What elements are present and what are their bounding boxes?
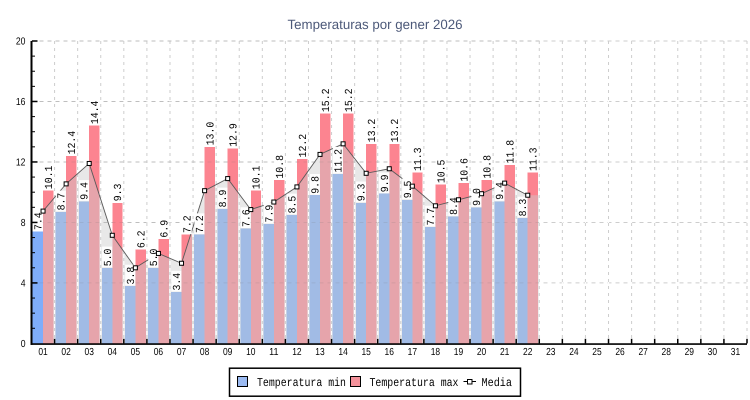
svg-text:02: 02 xyxy=(61,347,71,358)
svg-text:15.2: 15.2 xyxy=(344,88,356,112)
svg-text:9.4: 9.4 xyxy=(80,182,92,200)
svg-text:4: 4 xyxy=(21,279,26,290)
svg-text:01: 01 xyxy=(38,347,48,358)
svg-text:23: 23 xyxy=(546,347,556,358)
svg-text:3.8: 3.8 xyxy=(126,267,138,285)
svg-text:8.5: 8.5 xyxy=(287,196,299,214)
svg-text:16: 16 xyxy=(385,347,395,358)
svg-text:9.0: 9.0 xyxy=(472,188,484,206)
svg-text:9.3: 9.3 xyxy=(357,184,369,202)
svg-text:09: 09 xyxy=(223,347,233,358)
svg-text:21: 21 xyxy=(500,347,510,358)
svg-text:Temperatura min: Temperatura min xyxy=(257,376,346,390)
svg-text:08: 08 xyxy=(200,347,210,358)
svg-text:30: 30 xyxy=(708,347,718,358)
svg-text:0: 0 xyxy=(21,339,26,350)
svg-text:3.4: 3.4 xyxy=(172,273,184,291)
svg-text:7.6: 7.6 xyxy=(241,209,253,227)
svg-text:13.0: 13.0 xyxy=(206,122,218,146)
svg-text:15: 15 xyxy=(361,347,371,358)
svg-text:10.8: 10.8 xyxy=(275,155,287,179)
svg-text:14.4: 14.4 xyxy=(90,101,102,125)
svg-text:26: 26 xyxy=(615,347,625,358)
svg-text:7.4: 7.4 xyxy=(34,212,46,230)
svg-text:10: 10 xyxy=(246,347,256,358)
svg-text:6.2: 6.2 xyxy=(136,230,148,248)
svg-text:7.2: 7.2 xyxy=(195,215,207,233)
svg-text:12: 12 xyxy=(292,347,302,358)
svg-text:03: 03 xyxy=(85,347,95,358)
svg-text:11.3: 11.3 xyxy=(413,147,425,171)
svg-text:11.3: 11.3 xyxy=(529,147,541,171)
svg-text:05: 05 xyxy=(131,347,141,358)
svg-text:18: 18 xyxy=(431,347,441,358)
svg-text:Media: Media xyxy=(482,376,513,390)
svg-text:27: 27 xyxy=(638,347,648,358)
svg-text:9.5: 9.5 xyxy=(403,181,415,199)
svg-text:8.3: 8.3 xyxy=(518,199,530,217)
svg-text:8: 8 xyxy=(21,218,26,229)
svg-text:31: 31 xyxy=(731,347,741,358)
svg-text:6.9: 6.9 xyxy=(159,220,171,238)
svg-text:06: 06 xyxy=(154,347,164,358)
svg-text:14: 14 xyxy=(338,347,348,358)
svg-text:7.9: 7.9 xyxy=(264,205,276,223)
svg-text:12: 12 xyxy=(16,158,26,169)
svg-text:Temperaturas por gener 2026: Temperaturas por gener 2026 xyxy=(288,17,463,32)
svg-text:5.0: 5.0 xyxy=(103,249,115,267)
svg-text:11: 11 xyxy=(269,347,279,358)
svg-text:9.9: 9.9 xyxy=(380,175,392,193)
svg-text:13.2: 13.2 xyxy=(390,119,402,143)
svg-text:12.4: 12.4 xyxy=(67,131,79,155)
svg-text:20: 20 xyxy=(477,347,487,358)
svg-text:7.2: 7.2 xyxy=(182,215,194,233)
svg-text:17: 17 xyxy=(408,347,418,358)
svg-text:10.5: 10.5 xyxy=(436,160,448,184)
svg-text:24: 24 xyxy=(569,347,579,358)
svg-text:15.2: 15.2 xyxy=(321,88,333,112)
svg-text:28: 28 xyxy=(662,347,672,358)
svg-text:8.7: 8.7 xyxy=(57,193,69,211)
svg-text:9.4: 9.4 xyxy=(495,182,507,200)
svg-text:10.6: 10.6 xyxy=(459,158,471,182)
svg-text:8.9: 8.9 xyxy=(218,190,230,208)
svg-text:7.7: 7.7 xyxy=(426,208,438,226)
svg-text:10.1: 10.1 xyxy=(44,166,56,190)
svg-text:12.2: 12.2 xyxy=(298,134,310,158)
svg-text:04: 04 xyxy=(108,347,118,358)
svg-text:13: 13 xyxy=(315,347,325,358)
svg-text:11.8: 11.8 xyxy=(506,140,518,164)
svg-text:11.2: 11.2 xyxy=(334,149,346,173)
svg-text:10.8: 10.8 xyxy=(482,155,494,179)
svg-text:22: 22 xyxy=(523,347,533,358)
svg-text:10.1: 10.1 xyxy=(252,166,264,190)
svg-text:Temperatura max: Temperatura max xyxy=(370,376,459,390)
svg-text:20: 20 xyxy=(16,37,26,48)
svg-text:12.9: 12.9 xyxy=(229,123,241,147)
svg-text:9.8: 9.8 xyxy=(311,176,323,194)
svg-text:13.2: 13.2 xyxy=(367,119,379,143)
svg-text:29: 29 xyxy=(685,347,695,358)
svg-text:9.3: 9.3 xyxy=(113,184,125,202)
svg-text:07: 07 xyxy=(177,347,187,358)
svg-text:19: 19 xyxy=(454,347,464,358)
svg-text:25: 25 xyxy=(592,347,602,358)
svg-text:16: 16 xyxy=(16,97,26,108)
